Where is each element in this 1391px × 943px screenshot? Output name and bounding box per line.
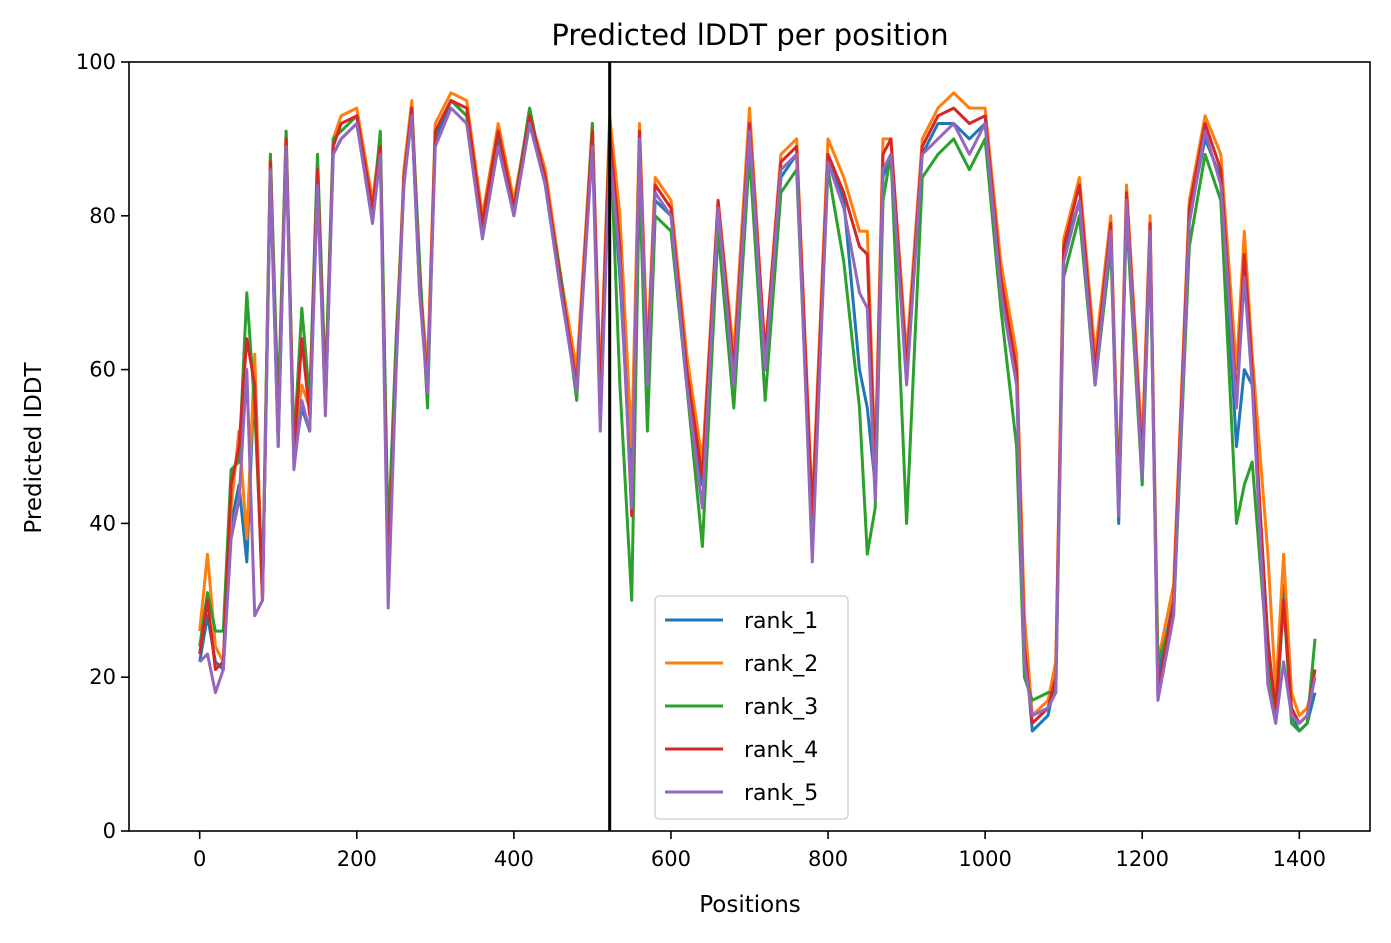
series-line-rank-5 — [198, 106, 1317, 725]
x-tick-label: 1400 — [1273, 847, 1326, 871]
x-tick-label: 0 — [193, 847, 206, 871]
x-tick-label: 800 — [808, 847, 848, 871]
x-tick-label: 1200 — [1115, 847, 1168, 871]
chart-title: Predicted lDDT per position — [551, 18, 948, 52]
x-tick-label: 1000 — [958, 847, 1011, 871]
y-tick-label: 60 — [89, 358, 116, 382]
x-tick-label: 600 — [651, 847, 691, 871]
legend-label-rank-3: rank_3 — [744, 695, 818, 720]
x-axis-label: Positions — [699, 892, 801, 918]
y-tick-label: 0 — [103, 819, 116, 843]
x-tick-label: 200 — [337, 847, 377, 871]
legend-label-rank-2: rank_2 — [744, 652, 818, 677]
series-layer — [198, 91, 1317, 733]
legend-label-rank-5: rank_5 — [744, 781, 818, 806]
ticks-layer: 0 200 400 600 800 1000 1200 1400 0 20 40 60 80 100 — [76, 50, 1326, 871]
y-tick-label: 40 — [89, 511, 116, 535]
y-tick-label: 100 — [76, 50, 116, 74]
y-tick-label: 20 — [89, 665, 116, 689]
legend-label-rank-4: rank_4 — [744, 738, 818, 763]
legend-label-rank-1: rank_1 — [744, 609, 818, 634]
y-axis-label: Predicted lDDT — [21, 361, 47, 533]
legend: rank_1 rank_2 rank_3 rank_4 rank_5 — [654, 595, 849, 820]
plot-frame — [128, 61, 1371, 832]
y-tick-label: 80 — [89, 204, 116, 228]
x-tick-label: 400 — [494, 847, 534, 871]
legend-box — [654, 595, 849, 820]
